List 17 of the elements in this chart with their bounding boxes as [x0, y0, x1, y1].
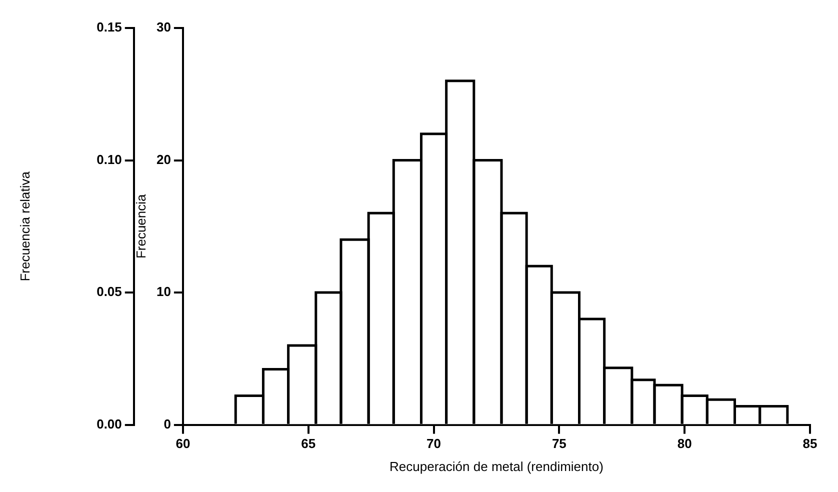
x-tick-label: 85	[802, 436, 818, 452]
y-tick-label: 0	[164, 416, 171, 432]
x-axis-title: Recuperación de metal (rendimiento)	[390, 458, 604, 474]
x-tick-label: 65	[301, 436, 316, 452]
y2-tick-label: 0.00	[96, 416, 122, 432]
y2-axis-title: Frecuencia relativa	[17, 170, 32, 282]
y2-tick-label: 0.10	[96, 152, 122, 167]
y-tick-label: 10	[156, 284, 171, 300]
y-tick-label: 20	[156, 152, 171, 167]
x-tick-label: 80	[677, 436, 692, 452]
y2-tick-label: 0.15	[96, 20, 122, 35]
x-tick-label: 75	[552, 436, 566, 452]
x-tick-label: 60	[176, 436, 190, 452]
y-axis-title: Frecuencia	[133, 193, 148, 259]
y-tick-label: 30	[156, 20, 171, 35]
y2-tick-label: 0.05	[96, 284, 122, 300]
x-tick-label: 70	[426, 436, 442, 452]
